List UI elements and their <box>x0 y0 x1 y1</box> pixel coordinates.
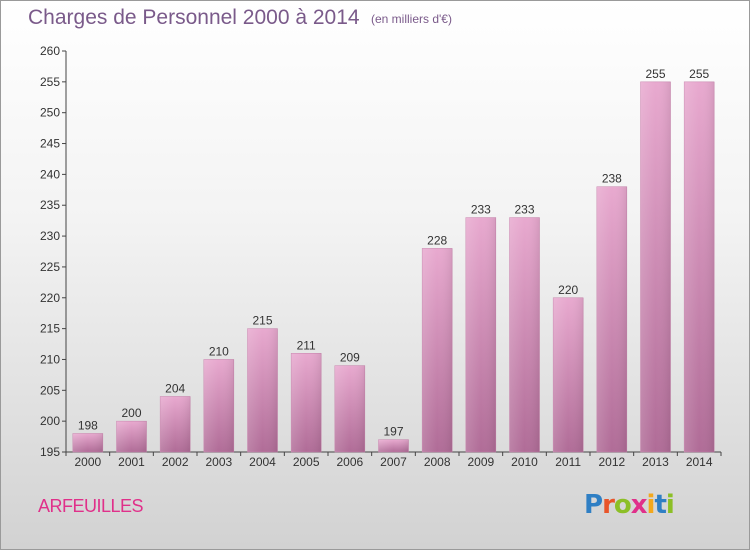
x-tick-label: 2001 <box>118 455 145 469</box>
x-tick-label: 2007 <box>380 455 407 469</box>
x-tick-label: 2004 <box>249 455 276 469</box>
bar-shade <box>465 217 496 452</box>
logo-letter: P <box>584 490 603 520</box>
bar-shade <box>509 217 540 452</box>
x-tick-label: 2003 <box>205 455 232 469</box>
x-tick-label: 2013 <box>642 455 669 469</box>
bar-shade <box>247 328 278 452</box>
x-tick-label: 2002 <box>162 455 189 469</box>
y-tick-label: 250 <box>40 106 60 120</box>
bars <box>72 81 715 453</box>
y-tick-label: 235 <box>40 198 60 212</box>
data-label: 198 <box>78 418 98 432</box>
logo-letter: i <box>665 490 675 520</box>
bar-shade <box>203 359 234 452</box>
data-label: 204 <box>165 381 185 395</box>
y-tick-label: 215 <box>40 322 60 336</box>
data-label: 210 <box>209 344 229 358</box>
y-tick-label: 225 <box>40 260 60 274</box>
x-tick-label: 2006 <box>336 455 363 469</box>
x-tick-label: 2005 <box>293 455 320 469</box>
data-label: 228 <box>427 233 447 247</box>
chart-subtitle: (en milliers d'€) <box>371 12 452 26</box>
y-tick-label: 260 <box>40 44 60 58</box>
x-tick-label: 2012 <box>598 455 625 469</box>
bar-shade <box>684 81 715 452</box>
y-axis: 195 200 205 210 215 220 225 230 235 240 245 250 255 2… <box>40 44 67 459</box>
commune-name: ARFEUILLES <box>38 496 144 516</box>
proxiti-logo: Proxiti <box>584 490 675 520</box>
bar-shade <box>422 248 453 452</box>
y-tick-label: 200 <box>40 414 60 428</box>
data-labels: 198 200 204 210 215 211 209 197 228 233 233 220 238 2… <box>78 67 710 439</box>
data-label: 220 <box>558 283 578 297</box>
data-label: 211 <box>297 338 316 352</box>
data-label: 233 <box>514 203 534 217</box>
logo-letter: x <box>630 490 648 520</box>
logo-letter: o <box>613 490 632 520</box>
data-label: 197 <box>383 425 403 439</box>
y-tick-label: 195 <box>40 445 60 459</box>
data-label: 255 <box>645 67 665 81</box>
bar-shade <box>334 365 365 452</box>
data-label: 200 <box>121 406 141 420</box>
logo-letter: i <box>646 490 656 520</box>
bar-shade <box>378 439 409 452</box>
chart-title: Charges de Personnel 2000 à 2014 <box>28 6 360 29</box>
bar-shade <box>596 186 627 452</box>
x-tick-label: 2000 <box>74 455 101 469</box>
bar-shade <box>640 81 671 452</box>
bar-shade <box>553 297 584 452</box>
logo-letter: t <box>654 490 666 520</box>
x-tick-label: 2014 <box>686 455 713 469</box>
bar-shade <box>160 396 191 452</box>
logo-letter: r <box>602 490 615 520</box>
x-tick-label: 2011 <box>555 455 581 469</box>
x-tick-label: 2009 <box>467 455 494 469</box>
bar-shade <box>72 433 103 452</box>
data-label: 215 <box>252 314 272 328</box>
bar-shade <box>291 353 322 452</box>
bar-shade <box>116 421 147 452</box>
y-tick-label: 240 <box>40 167 60 181</box>
y-tick-label: 210 <box>40 352 60 366</box>
y-tick-label: 205 <box>40 383 60 397</box>
data-label: 238 <box>602 172 622 186</box>
x-tick-label: 2008 <box>424 455 451 469</box>
data-label: 255 <box>689 67 709 81</box>
y-tick-label: 230 <box>40 229 60 243</box>
data-label: 233 <box>471 203 491 217</box>
y-tick-label: 220 <box>40 291 60 305</box>
x-axis: 2000 2001 2002 2003 2004 2005 2006 2007 2008 2009… <box>65 451 722 469</box>
y-tick-label: 245 <box>40 137 60 151</box>
data-label: 209 <box>340 351 360 365</box>
x-tick-label: 2010 <box>511 455 538 469</box>
y-tick-label: 255 <box>40 75 60 89</box>
